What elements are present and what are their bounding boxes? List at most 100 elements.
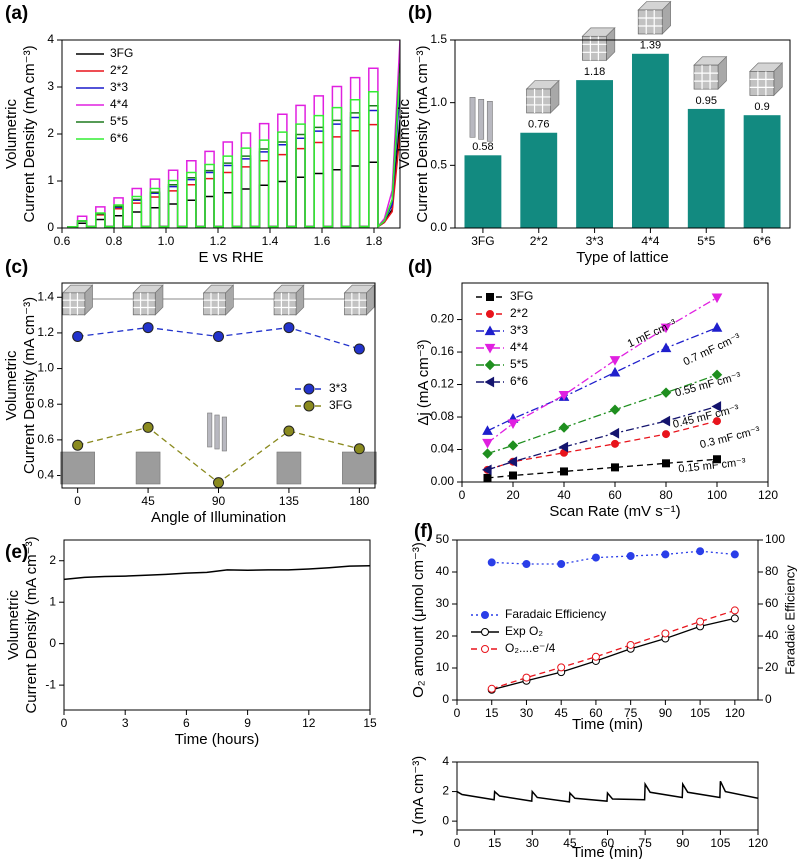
x-tick-label: 15 [485, 706, 499, 720]
y-tick-label: 2 [47, 126, 54, 140]
panel: 0.0 0.5 1.0 1.5 0.58 3FG 0.76 2*2 1.18 3*3 1.39 4*4… [396, 0, 791, 266]
marker [711, 293, 723, 304]
legend-label: 2*2 [510, 306, 528, 320]
x-tick-label: 100 [707, 488, 727, 502]
panel-label: (d) [408, 257, 432, 278]
marker [486, 310, 494, 318]
y-axis-label: Current Density (mA cm⁻³) [21, 297, 38, 474]
marker [611, 463, 619, 472]
panel: 0 1 2 3 4 0.6 0.8 1.0 1.2 1.4 1.6 1.8 3FG 2*2 3*3 4*4 5*… [3, 3, 401, 266]
y-tick-label: 2 [49, 553, 56, 567]
marker [557, 560, 566, 568]
x-tick-label: 1.2 [210, 234, 227, 248]
legend-label: Faradaic Efficiency [505, 607, 606, 621]
panel: 0.00 0.04 0.08 0.12 0.16 0.20 0 20 40 60 80 100 120 1… [408, 257, 778, 520]
y-tick-label: 0.5 [430, 158, 447, 172]
x-axis-label: Time (min) [572, 844, 643, 859]
marker [711, 322, 723, 332]
y-tick-label: 0.04 [431, 442, 455, 456]
y-tick-label: 0 [49, 636, 56, 650]
marker [507, 456, 518, 468]
value-label: 1.39 [640, 40, 661, 52]
slab-icon [207, 412, 213, 448]
marker [481, 611, 489, 619]
x-tick-label: 0 [74, 494, 81, 508]
x-tick-label: 12 [302, 716, 316, 730]
marker [558, 422, 570, 433]
y-tick-label: 0.0 [430, 220, 447, 234]
y-tick-label: 2 [442, 784, 449, 798]
marker [507, 440, 519, 451]
marker [487, 558, 496, 567]
bar [743, 115, 781, 228]
slab-icon [469, 97, 476, 138]
y-tick-label: 0.16 [431, 344, 455, 358]
marker [609, 366, 621, 377]
value-label: 0.95 [696, 95, 717, 107]
x-tick-label: 105 [690, 706, 710, 720]
marker [591, 553, 600, 562]
annotation: 0.7 mF cm⁻³ [682, 331, 743, 368]
plot-frame [454, 39, 791, 229]
plate-icon [342, 451, 377, 485]
y-tick-label: 30 [436, 596, 450, 610]
marker [696, 617, 705, 626]
y-tick-label: 0 [47, 220, 54, 234]
panel: 0.4 0.6 0.8 1.0 1.2 1.4 0 45 90 135 180 3*3 3FG Angle… [3, 257, 377, 526]
marker [609, 427, 620, 439]
marker [609, 356, 621, 366]
plate-icon [60, 451, 95, 485]
panel: 0 10 20 30 40 50 0 20 40 60 80 100 0 15 30 45 60 75 90 105 1… [410, 521, 797, 733]
x-axis-label: Time (hours) [175, 731, 259, 748]
y-tick-label: 50 [436, 532, 450, 546]
marker [482, 425, 493, 435]
marker [283, 322, 295, 334]
panel-label: (e) [5, 542, 28, 563]
marker [661, 550, 670, 559]
y-tick-label: 0.00 [431, 474, 455, 488]
x-tick-label: 3*3 [586, 234, 604, 248]
x-tick-label: 15 [363, 716, 377, 730]
bar [576, 80, 614, 229]
x-tick-label: 2*2 [530, 234, 548, 248]
x-axis-label: E vs RHE [198, 249, 263, 266]
value-label: 0.9 [754, 101, 769, 113]
marker [660, 387, 672, 398]
x-axis-label: Time (min) [572, 716, 643, 733]
x-tick-label: 40 [557, 488, 571, 502]
marker [283, 425, 295, 437]
x-tick-label: 180 [349, 494, 369, 508]
x-tick-label: 0.6 [54, 234, 71, 248]
y-tick-label: -1 [45, 677, 56, 691]
lattice-icon [62, 292, 86, 316]
legend-label: 3*3 [110, 80, 128, 94]
y2-axis-label: Faradaic Efficiency [782, 565, 797, 675]
x-tick-label: 0 [454, 706, 461, 720]
x-tick-label: 75 [638, 836, 652, 850]
legend-label: 3*3 [329, 381, 347, 395]
marker [484, 325, 496, 336]
marker [483, 473, 492, 482]
marker [353, 343, 365, 355]
marker [696, 547, 705, 556]
plate-icon [135, 451, 161, 485]
value-label: 0.76 [528, 119, 549, 131]
marker [303, 383, 315, 395]
marker [711, 369, 723, 380]
series-line [491, 550, 735, 565]
annotation: 0.45 mF cm⁻³ [672, 403, 741, 431]
x-axis-label: Angle of Illumination [151, 509, 286, 526]
y-axis-label: Volumetric [3, 350, 20, 421]
x-tick-label: 45 [563, 836, 577, 850]
legend-label: 6*6 [110, 131, 128, 145]
x-tick-label: 20 [506, 488, 520, 502]
marker [213, 330, 224, 342]
marker [509, 471, 517, 480]
legend-label: 3FG [110, 46, 133, 60]
marker [711, 401, 722, 412]
lattice-icon [749, 71, 775, 96]
x-tick-label: 3FG [471, 234, 494, 248]
marker [660, 323, 672, 334]
x-tick-label: 45 [555, 706, 569, 720]
